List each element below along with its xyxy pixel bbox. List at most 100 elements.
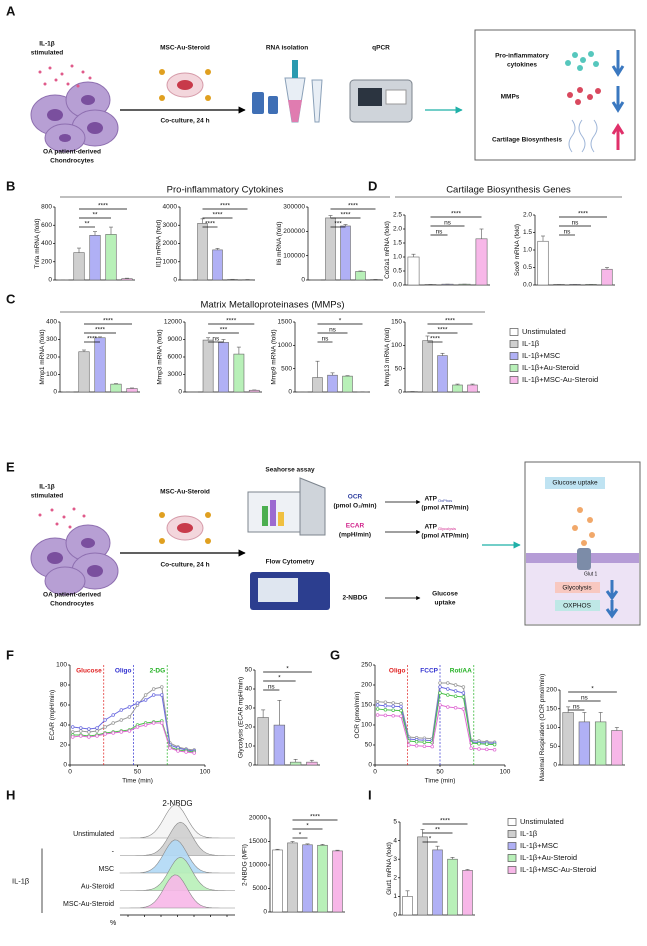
bar: [94, 337, 106, 393]
data-point: [160, 721, 164, 725]
significance-label: ****: [430, 336, 441, 343]
bar: [273, 724, 286, 766]
legend-swatch: [509, 328, 519, 336]
y-tick-label: 60: [60, 702, 68, 709]
data-point: [95, 734, 99, 738]
legend-swatch: [507, 842, 517, 850]
significance-label: *: [299, 832, 302, 839]
bar: [218, 342, 229, 393]
bar: [402, 896, 413, 916]
data-point: [119, 708, 124, 712]
event-label: 2-DG: [150, 668, 166, 675]
data-point: [103, 732, 107, 736]
y-tick-label: 6000: [168, 354, 183, 361]
label: qPCR: [372, 45, 390, 52]
label: ECAR: [346, 523, 365, 530]
y-tick-label: 100: [361, 722, 372, 729]
data-point: [485, 742, 489, 746]
y-tick-label: 1.0: [393, 254, 402, 261]
y-tick-label: 10: [245, 743, 253, 750]
section-header: Pro-inflammatory Cytokines: [167, 185, 284, 196]
legend-swatch: [507, 830, 517, 838]
significance-label: ***: [220, 327, 228, 334]
y-tick-label: 4000: [163, 204, 178, 211]
legend-label: IL-1β+MSC: [520, 841, 559, 850]
data-point: [143, 723, 148, 727]
legend-swatch: [509, 364, 519, 372]
label: Co-culture, 24 h: [160, 118, 209, 125]
y-tick-label: 2.0: [523, 212, 532, 219]
y-axis-label: Maximal Respiration (OCR pmol/min): [539, 674, 546, 782]
legend-swatch: [509, 352, 519, 360]
data-point: [453, 706, 458, 710]
y-tick-label: 0: [301, 277, 305, 284]
significance-label: ****: [310, 814, 321, 821]
y-tick-label: 4: [393, 837, 397, 844]
y-axis-label: OCR (pmol/min): [354, 692, 361, 739]
y-tick-label: 250: [361, 662, 372, 669]
data-point: [160, 685, 164, 689]
data-point: [383, 704, 388, 708]
data-point: [79, 729, 83, 733]
data-point: [399, 714, 403, 718]
y-tick-label: 0: [263, 909, 267, 916]
bar: [327, 374, 338, 393]
bar: [355, 271, 366, 281]
histogram-ridge: [119, 804, 235, 839]
bar: [447, 858, 458, 916]
histogram-ridge: [119, 839, 235, 874]
row-label: MSC-Au-Steroid: [63, 901, 114, 908]
label: Chondrocytes: [50, 601, 94, 608]
data-point: [111, 731, 115, 735]
y-tick-label: 30: [245, 705, 253, 712]
data-point: [70, 730, 75, 734]
y-tick-label: 50: [365, 742, 373, 749]
significance-label: *: [429, 836, 432, 843]
label: OA patient-derived: [43, 149, 101, 156]
panel-letter: I: [368, 787, 372, 802]
label: OxPhos: [438, 498, 452, 503]
legend-swatch: [509, 376, 519, 384]
row-label: MSC: [98, 866, 114, 873]
bar: [452, 384, 463, 393]
data-line: [72, 694, 195, 752]
data-point: [461, 691, 466, 695]
y-tick-label: 2.5: [393, 212, 402, 219]
y-tick-label: 400: [41, 240, 52, 247]
significance-label: **: [92, 212, 98, 219]
y-tick-label: 40: [245, 686, 253, 693]
label: MMPs: [501, 94, 520, 101]
significance-label: ****: [445, 318, 456, 325]
data-point: [422, 740, 427, 744]
significance-label: ns: [572, 220, 580, 227]
significance-label: ****: [348, 203, 359, 210]
y-tick-label: 0: [553, 762, 557, 769]
y-tick-label: 150: [391, 319, 402, 326]
legend-label: IL-1β+MSC: [522, 351, 561, 360]
significance-label: ****: [437, 327, 448, 334]
bar: [417, 836, 428, 916]
data-point: [103, 718, 107, 722]
y-tick-label: 1.0: [523, 247, 532, 254]
data-point: [399, 704, 403, 709]
x-tick-label: 50: [436, 769, 444, 776]
panel-letter: H: [6, 787, 15, 802]
significance-label: *: [591, 686, 594, 693]
y-tick-label: 20: [245, 724, 253, 731]
significance-label: ns: [564, 229, 572, 236]
y-tick-label: 0: [398, 389, 402, 396]
event-label: Rot/AA: [450, 668, 472, 675]
significance-label: ****: [340, 212, 351, 219]
data-point: [375, 700, 380, 704]
y-tick-label: 100: [546, 724, 557, 731]
data-point: [70, 735, 75, 739]
data-point: [461, 685, 466, 689]
histogram-ridge: [119, 874, 235, 909]
legend-label: IL-1β+MSC-Au-Steroid: [520, 865, 596, 874]
significance-label: *: [306, 823, 309, 830]
data-point: [414, 744, 419, 748]
label: (pmol ATP/min): [421, 505, 468, 512]
row-label: -: [112, 848, 115, 855]
data-point: [391, 714, 395, 718]
y-tick-label: 1000: [278, 342, 293, 349]
